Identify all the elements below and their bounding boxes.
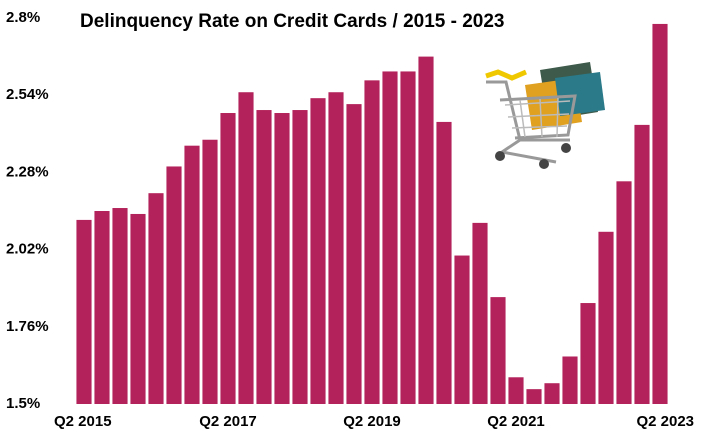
bar (256, 110, 272, 405)
bar (472, 222, 488, 404)
bar (76, 219, 92, 404)
y-tick-label: 2.8% (6, 9, 40, 26)
bar (382, 71, 398, 404)
bar (616, 181, 632, 404)
x-tick-label: Q2 2019 (343, 413, 401, 430)
y-tick-label: 1.5% (6, 395, 40, 412)
bar (148, 193, 164, 404)
bar (130, 213, 146, 404)
x-tick-label: Q2 2017 (199, 413, 257, 430)
bar (508, 377, 524, 404)
bar (310, 98, 326, 405)
wheel (561, 143, 571, 153)
bar (562, 356, 578, 404)
wheel (539, 159, 549, 169)
cart-leg (501, 138, 521, 154)
cart-leg (501, 150, 557, 164)
card (555, 72, 605, 116)
y-tick-label: 2.54% (6, 86, 49, 103)
bar (166, 166, 182, 404)
x-tick-label: Q2 2015 (54, 413, 112, 430)
cart-handle (485, 69, 527, 81)
bar (328, 92, 344, 404)
bar (274, 113, 290, 404)
bar (292, 110, 308, 405)
y-tick-label: 2.28% (6, 163, 49, 180)
bar (454, 255, 470, 404)
y-tick-label: 1.76% (6, 318, 49, 335)
bar (418, 56, 434, 404)
bar (652, 23, 668, 404)
bar (400, 71, 416, 404)
bar (634, 124, 650, 405)
bar (94, 211, 110, 404)
bar (238, 92, 254, 404)
wheel (495, 151, 505, 161)
bar (220, 113, 236, 404)
bar (526, 389, 542, 404)
bar (346, 104, 362, 404)
x-tick-label: Q2 2023 (636, 413, 694, 430)
bar (598, 231, 614, 404)
bar (490, 297, 506, 404)
chart-title: Delinquency Rate on Credit Cards / 2015 … (80, 11, 505, 32)
cart-illustration (485, 62, 605, 169)
bar (202, 139, 218, 404)
bar (544, 383, 560, 404)
bar (364, 80, 380, 404)
x-tick-label: Q2 2021 (487, 413, 545, 430)
bar (436, 121, 452, 404)
y-tick-label: 2.02% (6, 241, 49, 258)
cart-wire (504, 97, 571, 138)
bar (184, 145, 200, 404)
bar (112, 208, 128, 404)
bar (580, 303, 596, 404)
